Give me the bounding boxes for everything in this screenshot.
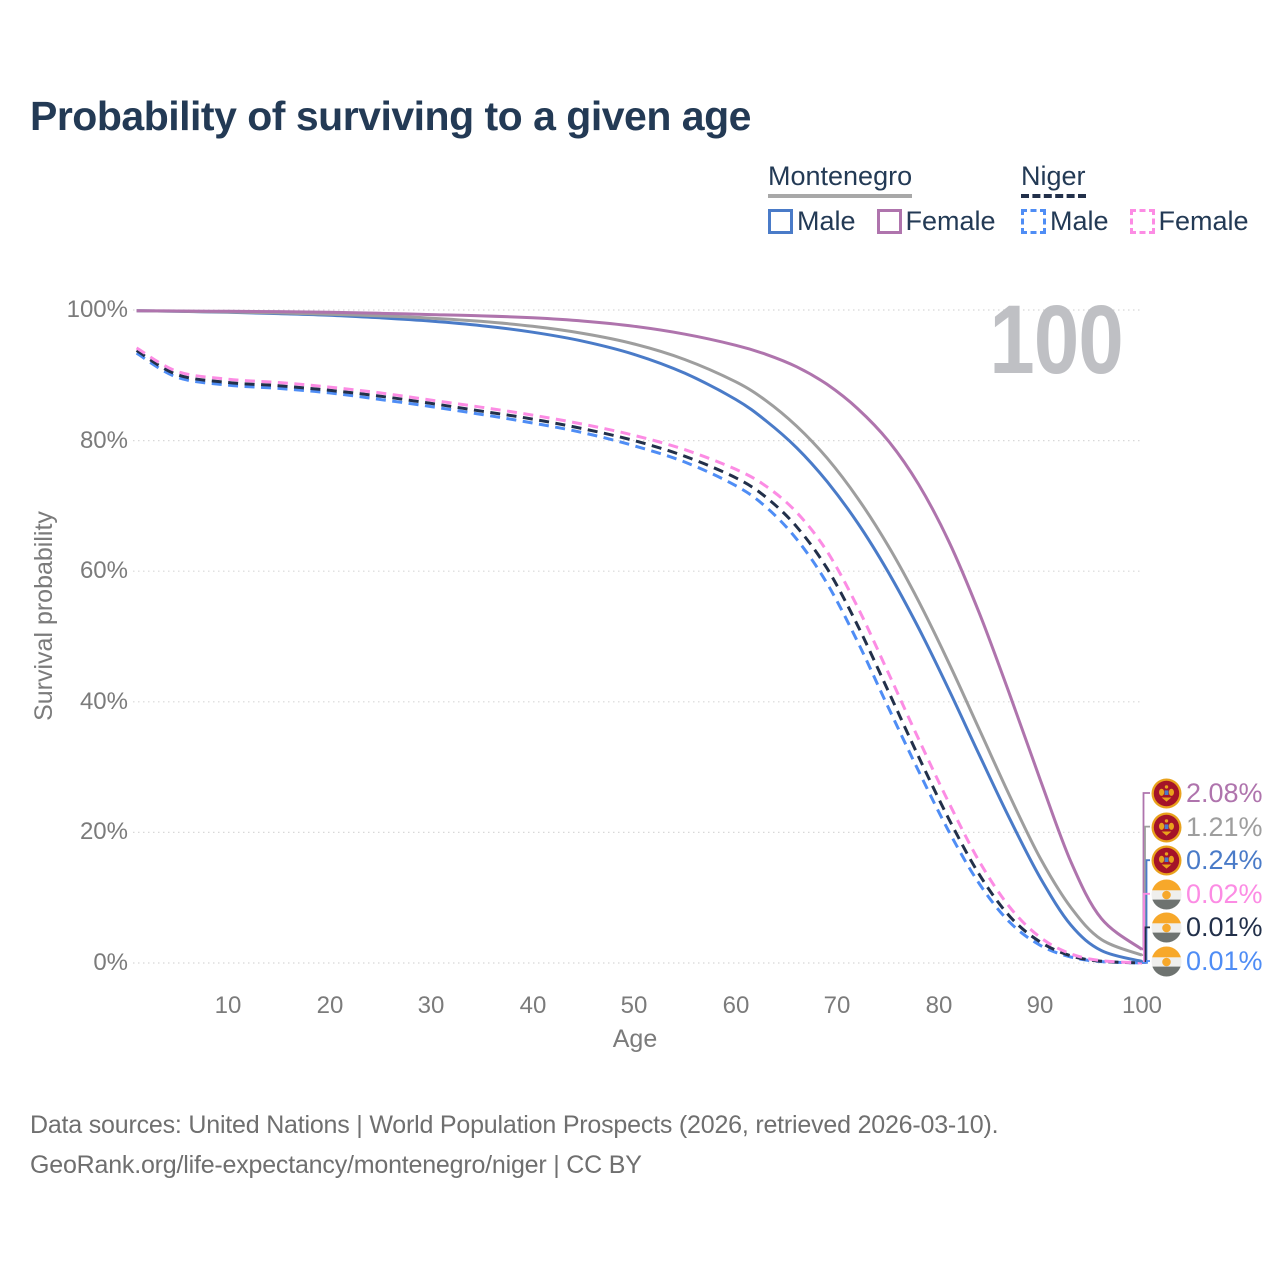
end-value-label: 0.01% [1186,911,1263,942]
x-tick-20: 20 [316,992,344,1019]
checkbox-montenegro-female[interactable] [876,209,902,235]
legend-heading-niger: Niger [1021,161,1086,199]
legend-label-female: Female [1158,206,1249,237]
legend-item-montenegro-male[interactable]: Male [768,206,856,237]
legend-label-male: Male [797,206,856,237]
leader-niger-total [1142,926,1150,964]
x-tick-90: 90 [1026,992,1054,1019]
curve-niger-total [135,349,1143,965]
curve-montenegro-female [136,309,1143,951]
legend-item-montenegro-female[interactable]: Female [876,206,996,237]
legend-item-niger-female[interactable]: Female [1129,206,1249,237]
x-tick-10: 10 [214,992,242,1019]
y-tick-20: 20% [79,818,128,845]
legend-label-male: Male [1050,206,1109,237]
end-label-montenegro-total: 1.21% [1151,810,1263,844]
end-label-niger-male: 0.01% [1151,944,1263,978]
y-tick-100: 100% [66,296,128,323]
niger-flag-icon [1151,946,1182,976]
curve-montenegro-total [136,309,1143,957]
end-label-niger-female: 0.02% [1151,877,1263,911]
checkbox-niger-female[interactable] [1129,209,1155,235]
legend-item-niger-male[interactable]: Male [1021,206,1109,237]
page-title: Probability of surviving to a given age [30,93,751,139]
x-tick-70: 70 [823,992,851,1019]
x-tick-80: 80 [925,992,953,1019]
y-tick-80: 80% [79,427,128,454]
y-axis-title: Survival probability [30,511,58,721]
niger-flag-icon [1151,879,1182,909]
leader-montenegro-total [1142,825,1150,956]
curve-niger-female [135,346,1143,965]
y-tick-0: 0% [93,949,128,976]
checkbox-niger-male[interactable] [1021,209,1046,235]
x-axis-title: Age [612,1025,658,1053]
x-tick-60: 60 [722,992,750,1019]
legend-row-montenegro: Male Female [768,206,1017,237]
footer: Data sources: United Nations | World Pop… [30,1105,999,1185]
montenegro-flag-icon [1151,812,1182,842]
age-watermark: 100 [989,285,1124,394]
leader-niger-female [1142,892,1150,964]
x-tick-40: 40 [519,992,547,1019]
leader-niger-male [1142,960,1150,964]
legend-group-niger: Niger Male Female [1021,161,1270,237]
footer-sources: Data sources: United Nations | World Pop… [30,1111,999,1139]
legend-label-female: Female [905,206,996,237]
end-value-label: 0.01% [1186,945,1263,976]
end-value-label: 2.08% [1186,777,1263,808]
x-tick-100: 100 [1121,992,1163,1019]
curve-montenegro-male [136,309,1143,963]
montenegro-flag-icon [1151,845,1182,875]
footer-link: GeoRank.org/life-expectancy/montenegro/n… [30,1151,642,1179]
legend-row-niger: Male Female [1021,206,1270,237]
leader-montenegro-female [1142,792,1150,951]
end-value-label: 1.21% [1186,811,1263,842]
end-value-label: 0.02% [1186,878,1263,909]
legend-heading-montenegro: Montenegro [768,161,913,199]
end-label-niger-total: 0.01% [1151,910,1263,944]
end-label-montenegro-female: 2.08% [1151,776,1263,810]
leader-montenegro-male [1142,859,1150,963]
niger-flag-icon [1151,912,1182,942]
curve-niger-male [135,351,1143,965]
end-label-montenegro-male: 0.24% [1151,843,1263,877]
y-tick-60: 60% [79,557,128,584]
legend-group-montenegro: Montenegro Male Female [768,161,1017,237]
x-tick-30: 30 [417,992,445,1019]
y-tick-40: 40% [79,688,128,715]
checkbox-montenegro-male[interactable] [768,209,793,235]
montenegro-flag-icon [1151,778,1182,808]
end-value-label: 0.24% [1186,844,1263,875]
x-tick-50: 50 [620,992,648,1019]
